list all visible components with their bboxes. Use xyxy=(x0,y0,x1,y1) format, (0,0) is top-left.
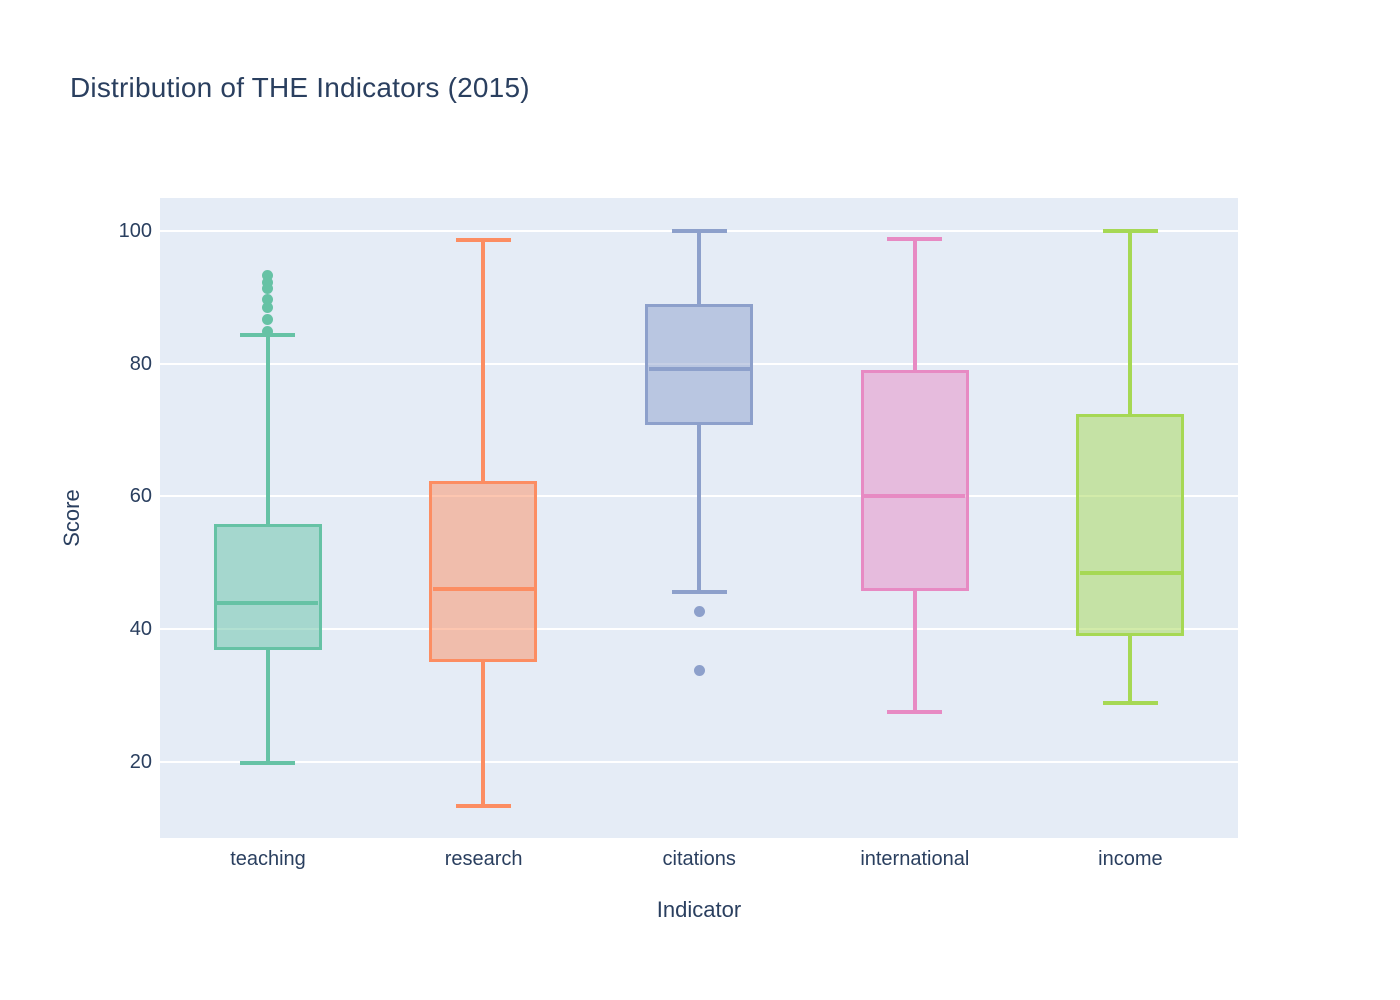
chart-title: Distribution of THE Indicators (2015) xyxy=(70,72,530,103)
whisker-cap-low-international xyxy=(887,709,943,714)
median-citations xyxy=(648,367,750,372)
x-tick-label-teaching: teaching xyxy=(230,848,306,870)
whisker-cap-low-research xyxy=(455,803,511,808)
median-research xyxy=(432,587,534,592)
whisker-upper-teaching xyxy=(265,334,270,524)
x-axis-title: Indicator xyxy=(656,897,742,922)
box-income xyxy=(1076,413,1185,636)
outlier-teaching xyxy=(262,270,274,282)
whisker-lower-citations xyxy=(697,424,701,592)
y-tick-label: 40 xyxy=(129,618,152,641)
whisker-lower-teaching xyxy=(265,649,270,764)
whisker-upper-research xyxy=(481,240,486,482)
outlier-citations xyxy=(693,606,705,618)
whisker-upper-income xyxy=(1128,231,1133,414)
outlier-teaching xyxy=(262,282,274,294)
box-citations xyxy=(645,304,753,425)
outlier-teaching xyxy=(262,301,274,313)
x-tick-label-research: research xyxy=(444,848,523,870)
y-tick-label: 60 xyxy=(129,485,152,508)
x-tick-label-international: international xyxy=(860,848,970,870)
whisker-cap-high-income xyxy=(1102,229,1158,234)
whisker-lower-research xyxy=(481,662,486,806)
whisker-cap-high-international xyxy=(887,237,943,242)
whisker-lower-income xyxy=(1128,635,1133,703)
whisker-upper-citations xyxy=(697,231,701,305)
whisker-upper-international xyxy=(912,239,917,371)
box-research xyxy=(429,481,538,663)
plot-area xyxy=(160,198,1238,838)
whisker-cap-low-citations xyxy=(671,589,727,594)
gridline xyxy=(160,628,1238,631)
outlier-citations xyxy=(693,664,705,676)
outlier-teaching xyxy=(262,326,274,338)
whisker-cap-high-citations xyxy=(671,229,727,234)
outlier-teaching xyxy=(262,313,274,325)
outlier-teaching xyxy=(262,293,274,305)
median-income xyxy=(1079,571,1181,576)
y-tick-label: 20 xyxy=(129,750,152,773)
x-tick-label-income: income xyxy=(1098,848,1163,870)
y-tick-label: 80 xyxy=(129,352,152,375)
box-teaching xyxy=(213,523,322,650)
gridline xyxy=(160,760,1238,763)
median-teaching xyxy=(217,600,319,605)
whisker-lower-international xyxy=(912,590,917,712)
median-international xyxy=(864,494,966,499)
outlier-teaching xyxy=(262,276,274,288)
box-international xyxy=(860,370,969,591)
x-tick-label-citations: citations xyxy=(662,848,736,870)
whisker-cap-low-income xyxy=(1102,700,1158,705)
whisker-cap-low-teaching xyxy=(240,761,296,766)
y-tick-label: 100 xyxy=(118,220,152,243)
whisker-cap-high-research xyxy=(455,238,511,243)
